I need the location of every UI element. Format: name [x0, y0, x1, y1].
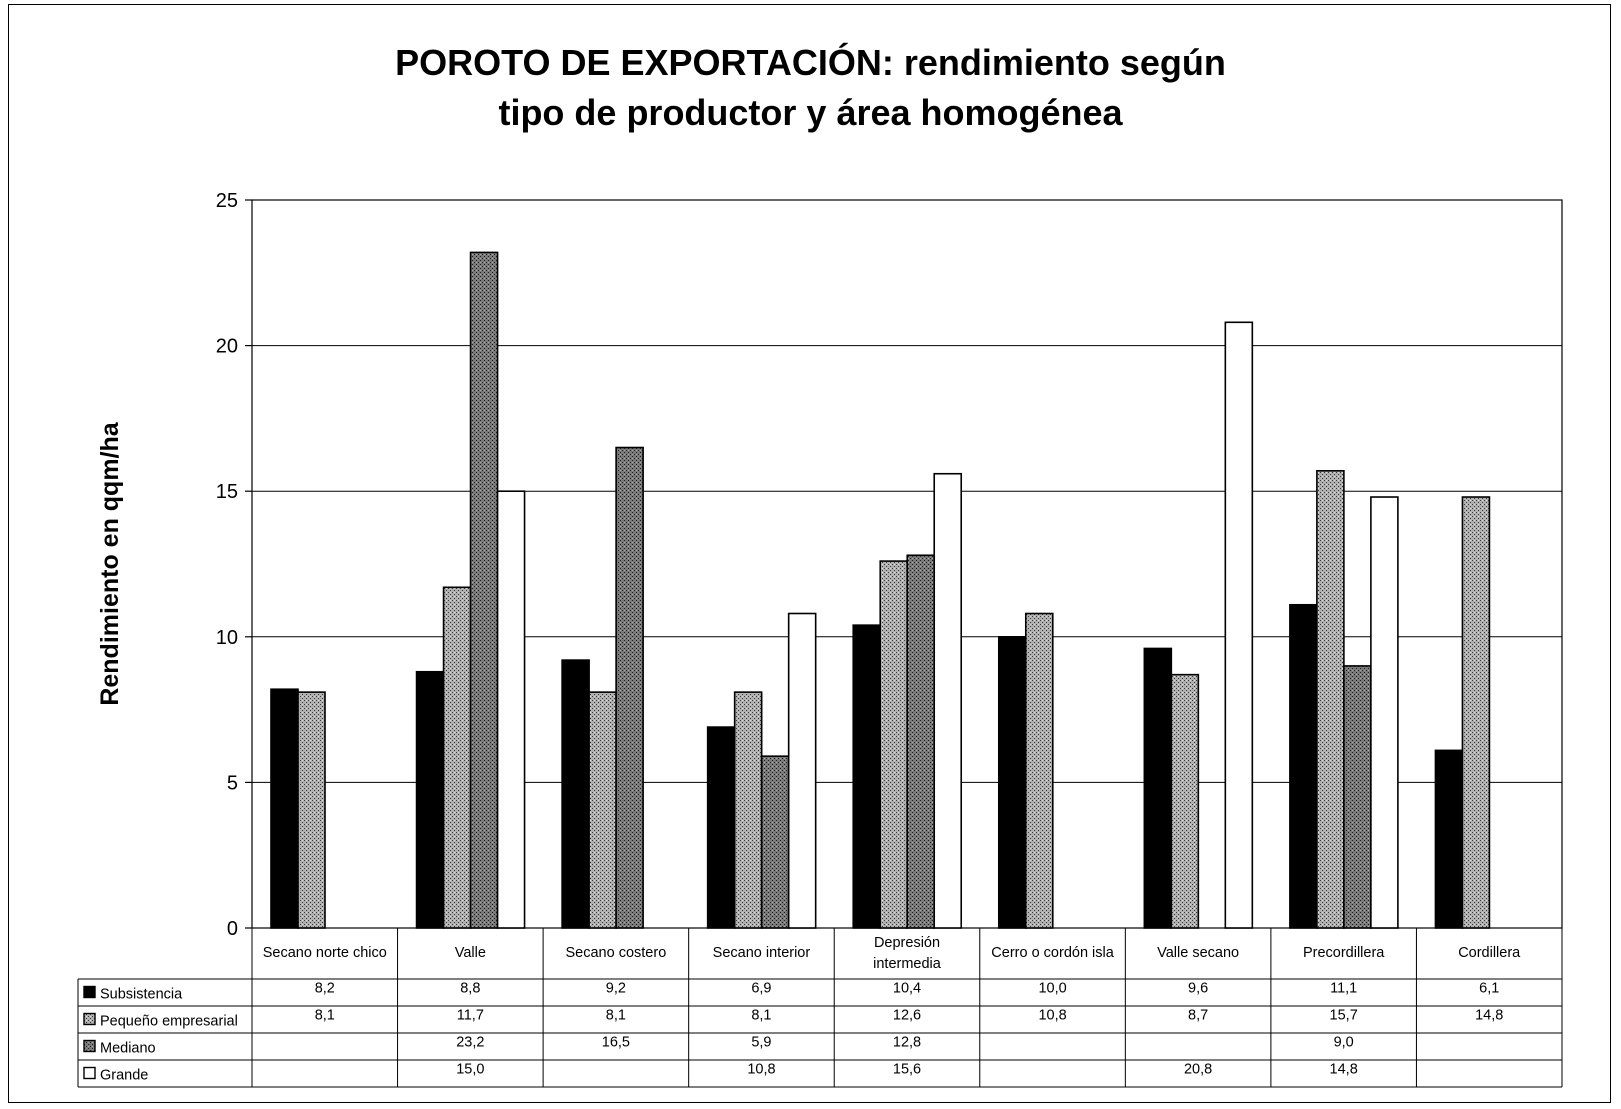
- bar-subsistencia: [997, 635, 1027, 929]
- data-label: 8,8: [460, 981, 480, 997]
- data-label: 16,5: [602, 1035, 630, 1051]
- data-label: 6,9: [751, 981, 771, 997]
- bar-grande: [933, 472, 963, 929]
- data-label: 20,8: [1184, 1062, 1212, 1078]
- legend-key: [83, 1012, 96, 1026]
- data-label: 10,8: [747, 1062, 775, 1078]
- data-label: 10,0: [1038, 981, 1066, 997]
- category-label-line: Valle secano: [1157, 945, 1239, 961]
- category-label: Secano costero: [566, 945, 667, 961]
- bar-grande: [1370, 496, 1399, 929]
- category-label: Secano norte chico: [263, 945, 387, 961]
- y-tick-label: 20: [216, 336, 238, 358]
- legend-entry: Mediano: [100, 1041, 156, 1057]
- data-label: 11,1: [1330, 981, 1357, 997]
- chart-title: POROTO DE EXPORTACIÓN: rendimiento según…: [0, 38, 1621, 138]
- bar-pequeño-empresarial: [1170, 673, 1200, 929]
- bar-pequeño-empresarial: [1461, 496, 1491, 929]
- category-label-line: Depresión: [874, 935, 940, 951]
- data-label: 9,6: [1188, 981, 1208, 997]
- y-axis-label: Rendimiento en qqm/ha: [96, 421, 124, 705]
- y-tick-label: 10: [216, 627, 238, 649]
- data-label: 6,1: [1479, 981, 1499, 997]
- bar-pequeño-empresarial: [442, 586, 472, 929]
- data-label: 15,7: [1330, 1008, 1358, 1024]
- category-label-line: intermedia: [873, 956, 942, 972]
- category-label: Valle secano: [1157, 945, 1239, 961]
- data-label: 12,8: [893, 1035, 921, 1051]
- legend-entry: Pequeño empresarial: [100, 1014, 238, 1030]
- data-label: 12,6: [893, 1008, 921, 1024]
- bar-subsistencia: [1289, 603, 1318, 929]
- data-label: 8,1: [751, 1008, 771, 1024]
- category-label-line: Secano interior: [713, 945, 811, 961]
- category-label-line: Cerro o cordón isla: [991, 945, 1114, 961]
- legend-entry: Subsistencia: [100, 987, 183, 1003]
- data-label: 11,7: [457, 1008, 484, 1024]
- data-label: 5,9: [751, 1035, 771, 1051]
- bar-pequeño-empresarial: [879, 560, 909, 929]
- legend-key: [83, 1039, 96, 1053]
- legend-key: [83, 1066, 96, 1080]
- category-label-line: Cordillera: [1458, 945, 1521, 961]
- y-tick-label: 15: [216, 481, 238, 503]
- y-tick-label: 0: [227, 918, 238, 940]
- bar-subsistencia: [852, 624, 882, 929]
- data-label: 23,2: [456, 1035, 484, 1051]
- data-label: 8,2: [315, 981, 335, 997]
- data-table: Secano norte chico Valle Secano costero Sec…: [77, 928, 1563, 1088]
- chart-frame: [8, 4, 1611, 1103]
- data-label: 10,4: [893, 981, 921, 997]
- category-label: Valle: [455, 945, 486, 961]
- category-label: Depresión intermedia: [873, 935, 942, 972]
- bar-subsistencia: [706, 726, 736, 929]
- data-label: 8,7: [1188, 1008, 1208, 1024]
- category-label: Secano interior: [713, 945, 811, 961]
- category-label-line: Secano costero: [566, 945, 667, 961]
- y-tick-label: 5: [227, 772, 238, 794]
- bar-subsistencia: [561, 659, 590, 929]
- bar-pequeño-empresarial: [1024, 612, 1054, 929]
- data-label: 14,8: [1475, 1008, 1503, 1024]
- bar-pequeño-empresarial: [588, 691, 617, 929]
- category-label-line: Valle: [455, 945, 486, 961]
- chart-title-line-2: tipo de productor y área homogénea: [498, 92, 1123, 133]
- category-label: Cordillera: [1458, 945, 1521, 961]
- data-label: 9,0: [1334, 1035, 1354, 1051]
- bar-grande: [787, 612, 817, 929]
- data-label: 10,8: [1038, 1008, 1066, 1024]
- data-label: 8,1: [315, 1008, 335, 1024]
- bar-grande: [1224, 321, 1254, 929]
- chart-title-line-1: POROTO DE EXPORTACIÓN: rendimiento según: [395, 42, 1226, 83]
- data-label: 15,6: [893, 1062, 921, 1078]
- bar-mediano: [906, 554, 936, 929]
- bar-pequeño-empresarial: [733, 691, 763, 929]
- data-label: 8,1: [606, 1008, 626, 1024]
- y-tick-label: 25: [216, 190, 238, 212]
- bar-pequeño-empresarial: [1316, 470, 1345, 929]
- legend-key: [83, 985, 96, 999]
- bar-mediano: [615, 446, 644, 929]
- data-label: 9,2: [606, 981, 626, 997]
- category-label: Cerro o cordón isla: [991, 945, 1114, 961]
- legend-entry: Grande: [100, 1068, 148, 1084]
- y-axis-ticks: 0 5 10 15 20 25: [216, 190, 252, 940]
- category-label-line: Secano norte chico: [263, 945, 387, 961]
- bar-pequeño-empresarial: [297, 691, 326, 929]
- bar-subsistencia: [1143, 647, 1173, 929]
- bar-subsistencia: [1434, 749, 1464, 929]
- bar-subsistencia: [415, 670, 445, 929]
- category-label: Precordillera: [1303, 945, 1385, 961]
- data-label: 15,0: [456, 1062, 484, 1078]
- data-label: 14,8: [1330, 1062, 1358, 1078]
- category-label-line: Precordillera: [1303, 945, 1385, 961]
- bar-mediano: [469, 251, 499, 929]
- bar-mediano: [760, 755, 790, 929]
- bar-grande: [496, 490, 526, 929]
- bars: [270, 251, 1491, 929]
- bar-mediano: [1343, 665, 1372, 929]
- bar-subsistencia: [270, 688, 299, 929]
